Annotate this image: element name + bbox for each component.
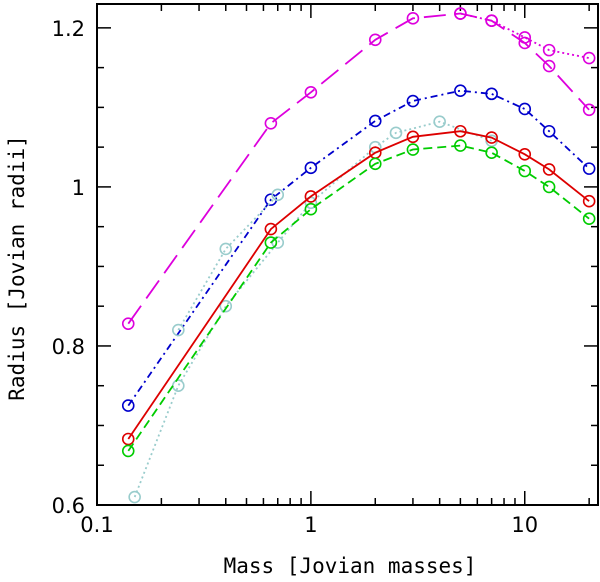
y-axis-label: Radius [Jovian radii] [5,135,29,401]
data-point-green-dashed [264,236,278,249]
data-point-magenta-dotted [542,43,556,57]
data-point-magenta-long-dash [121,317,135,330]
data-point-cyan-dotted [172,379,185,393]
data-point-red-solid [485,131,498,144]
data-point-magenta-dotted [582,51,596,65]
x-tick-label: 10 [511,513,538,537]
data-point-cyan-dotted [389,126,403,140]
data-point-red-solid [304,190,318,203]
series-line-cyan-dotted-upper [177,194,279,331]
data-point-magenta-long-dash [406,12,420,25]
data-point-magenta-dotted [485,14,498,28]
data-point-red-solid [582,194,596,208]
data-point-red-solid [121,432,135,446]
series-line-green-dashed [127,144,590,452]
data-point-red-solid [264,222,278,236]
series-layer [121,7,596,504]
x-axis-label: Mass [Jovian masses] [224,554,477,578]
data-point-blue-dash-dot [406,94,420,108]
series-line-cyan-dotted [133,120,492,498]
data-point-red-solid [542,163,556,176]
data-point-green-dashed [406,143,420,156]
series-line-magenta-dotted [460,12,590,59]
data-point-magenta-long-dash [582,103,596,117]
data-point-cyan-dotted-upper [172,323,185,337]
data-point-blue-dash-dot [454,84,467,97]
data-point-blue-dash-dot [485,87,498,101]
data-point-cyan-dotted-upper [271,188,285,202]
data-point-blue-dash-dot [518,102,532,116]
data-point-green-dashed [121,444,135,458]
data-point-magenta-long-dash [368,33,382,47]
data-point-cyan-dotted-upper [219,242,233,256]
data-point-blue-dash-dot [582,162,596,175]
data-point-cyan-dotted [433,115,446,128]
data-point-red-solid [518,148,532,161]
data-point-cyan-dotted [128,490,141,504]
data-point-cyan-dotted [219,299,233,313]
data-point-magenta-long-dash [304,85,318,99]
y-tick-label: 0.8 [52,335,85,359]
data-point-red-solid [454,124,467,138]
series-line-red-solid [127,130,590,440]
data-point-blue-dash-dot [542,124,556,138]
data-point-red-solid [406,130,420,144]
data-point-magenta-dotted [518,31,532,44]
y-tick-label: 1.2 [52,17,85,41]
series-line-blue-dash-dot [127,89,590,407]
y-tick-label: 0.6 [52,494,85,518]
data-point-magenta-long-dash [264,116,278,130]
tick-labels-layer: 0.1 1 10 0.6 0.8 1 1.2 [52,17,539,537]
y-tick-label: 1 [72,176,85,200]
data-point-green-dashed [518,164,532,178]
data-point-green-dashed [582,212,596,226]
x-tick-label: 1 [304,513,317,537]
data-point-magenta-long-dash [542,59,556,73]
data-point-green-dashed [454,139,467,152]
plot-frame [96,3,599,506]
data-point-green-dashed [304,202,318,216]
ticks-layer [96,4,598,506]
data-point-magenta-long-dash [518,36,532,50]
data-point-blue-dash-dot [368,114,382,128]
x-tick-label: 0.1 [80,513,113,537]
data-point-magenta-dotted [454,7,467,20]
data-point-blue-dash-dot [304,161,318,175]
data-point-green-dashed [368,157,382,171]
data-point-blue-dash-dot [121,399,135,412]
data-point-green-dashed [542,180,556,194]
series-line-magenta-long-dash [127,12,590,325]
data-point-green-dashed [485,146,498,160]
